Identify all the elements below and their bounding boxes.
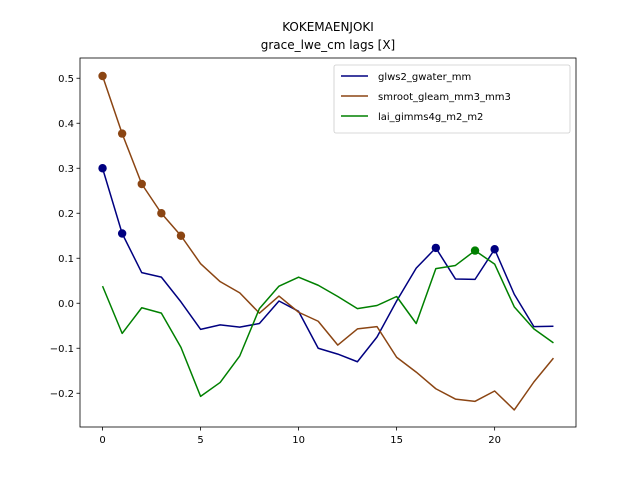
series-1-point-3 [157,209,166,218]
chart-title: KOKEMAENJOKI [282,20,374,34]
chart-subtitle: grace_lwe_cm lags [X] [261,38,395,52]
legend-label-0: glws2_gwater_mm [378,72,471,83]
series-0-point-17 [431,243,441,253]
y-tick-label-4: 0.2 [58,209,74,220]
x-tick-label-3: 15 [390,435,403,446]
series-1-point-1 [117,129,127,138]
y-tick-label-5: 0.3 [58,164,74,175]
series-0-point-0 [98,164,107,173]
y-tick-label-7: 0.5 [58,74,74,85]
plot-frame [79,57,577,428]
x-tick-label-0: 0 [99,435,105,446]
series-0-point-20 [490,245,499,254]
legend-box [333,64,571,134]
legend-label-2: lai_gimms4g_m2_m2 [378,112,483,123]
series-line-2 [101,249,554,398]
series-1-point-0 [98,71,107,81]
series-layer [98,71,555,411]
y-tick-label-2: 0.0 [58,299,74,310]
y-tick-label-3: 0.1 [58,254,74,265]
legend: glws2_gwater_mm smroot_gleam_mm3_mm3 lai_g… [333,64,571,134]
series-0-point-1 [117,229,127,238]
series-line-1 [101,75,555,411]
series-2-point-19 [470,246,480,255]
x-tick-label-4: 20 [488,435,501,446]
series-1-point-4 [176,231,186,240]
x-tick-label-2: 10 [292,435,305,446]
legend-label-1: smroot_gleam_mm3_mm3 [378,92,511,103]
y-tick-label-1: −0.1 [50,344,74,355]
axes-layer: 0 5 10 15 20 −0.2 −0.1 0.0 0.1 0.2 0.3 0.4 0.5 [50,57,577,446]
series-line-0 [101,168,554,363]
y-tick-label-0: −0.2 [50,389,74,400]
series-1-point-2 [137,179,146,189]
x-tick-label-1: 5 [197,435,203,446]
y-tick-label-6: 0.4 [58,119,74,130]
